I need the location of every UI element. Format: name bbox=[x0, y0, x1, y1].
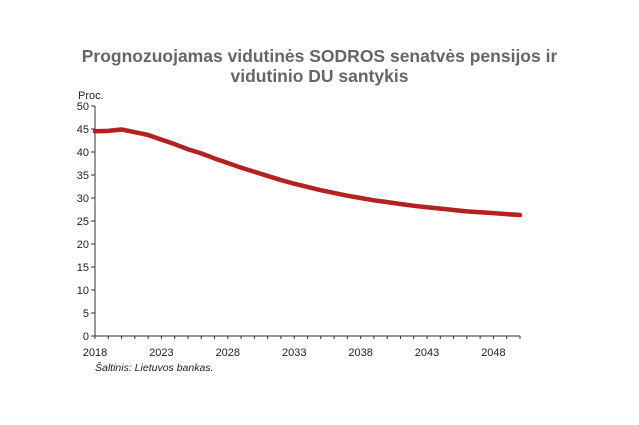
data-point bbox=[305, 184, 310, 189]
y-tick-label: 40 bbox=[77, 147, 89, 159]
x-tick-label: 2038 bbox=[348, 347, 372, 359]
y-axis-unit-label: Proc. bbox=[78, 90, 104, 102]
y-axis: 0 5 10 15 20 25 30 35 40 45 50 bbox=[77, 101, 96, 343]
data-point bbox=[332, 190, 337, 195]
data-point bbox=[518, 213, 522, 218]
chart-title-line-2: vidutinio DU santykis bbox=[230, 66, 409, 86]
y-tick-label: 25 bbox=[77, 216, 89, 228]
data-point bbox=[358, 196, 363, 200]
source-note: Šaltinis: Lietuvos bankas. bbox=[95, 362, 214, 374]
x-tick-label: 2028 bbox=[216, 347, 240, 359]
data-point bbox=[132, 130, 137, 135]
data-point bbox=[464, 209, 469, 214]
data-point bbox=[425, 205, 430, 210]
chart-title-line-1: Prognozuojamas vidutinės SODROS senatvės… bbox=[81, 46, 558, 66]
series-line bbox=[92, 127, 523, 218]
y-tick-label: 5 bbox=[83, 308, 89, 320]
data-point bbox=[371, 198, 376, 203]
data-point bbox=[438, 206, 443, 211]
data-point bbox=[451, 207, 456, 212]
data-point bbox=[478, 210, 483, 215]
data-point bbox=[504, 212, 509, 217]
data-point bbox=[106, 128, 111, 133]
y-tick-label: 10 bbox=[77, 285, 89, 297]
x-axis: 2018 2023 2028 2033 2038 2043 2048 bbox=[83, 335, 521, 359]
data-point bbox=[292, 181, 297, 186]
data-point bbox=[278, 178, 283, 183]
data-point bbox=[265, 173, 270, 178]
data-point bbox=[239, 165, 244, 170]
y-tick-label: 45 bbox=[77, 124, 89, 136]
x-tick-label: 2043 bbox=[415, 347, 439, 359]
data-point bbox=[93, 129, 97, 134]
data-point bbox=[146, 132, 151, 137]
series bbox=[92, 127, 523, 218]
data-point bbox=[385, 200, 390, 205]
data-point bbox=[199, 151, 204, 156]
data-point bbox=[159, 137, 164, 142]
data-point bbox=[345, 193, 350, 198]
y-tick-label: 15 bbox=[77, 262, 89, 274]
data-point bbox=[185, 147, 190, 152]
x-tick-label: 2018 bbox=[83, 347, 107, 359]
data-point bbox=[212, 156, 217, 161]
x-tick-label: 2033 bbox=[282, 347, 306, 359]
data-point bbox=[252, 169, 257, 174]
x-tick-label: 2023 bbox=[149, 347, 173, 359]
y-tick-label: 35 bbox=[77, 170, 89, 182]
data-point bbox=[172, 142, 177, 147]
y-tick-label: 50 bbox=[77, 101, 89, 113]
y-tick-label: 0 bbox=[83, 331, 89, 343]
y-tick-label: 30 bbox=[77, 193, 89, 205]
data-point bbox=[398, 201, 403, 206]
data-point bbox=[119, 127, 124, 132]
data-point bbox=[225, 161, 230, 166]
x-tick-label: 2048 bbox=[481, 347, 505, 359]
chart-title: Prognozuojamas vidutinės SODROS senatvės… bbox=[0, 46, 639, 86]
data-point bbox=[411, 203, 416, 208]
data-point bbox=[491, 211, 496, 216]
y-tick-label: 20 bbox=[77, 239, 89, 251]
data-point bbox=[318, 188, 323, 193]
